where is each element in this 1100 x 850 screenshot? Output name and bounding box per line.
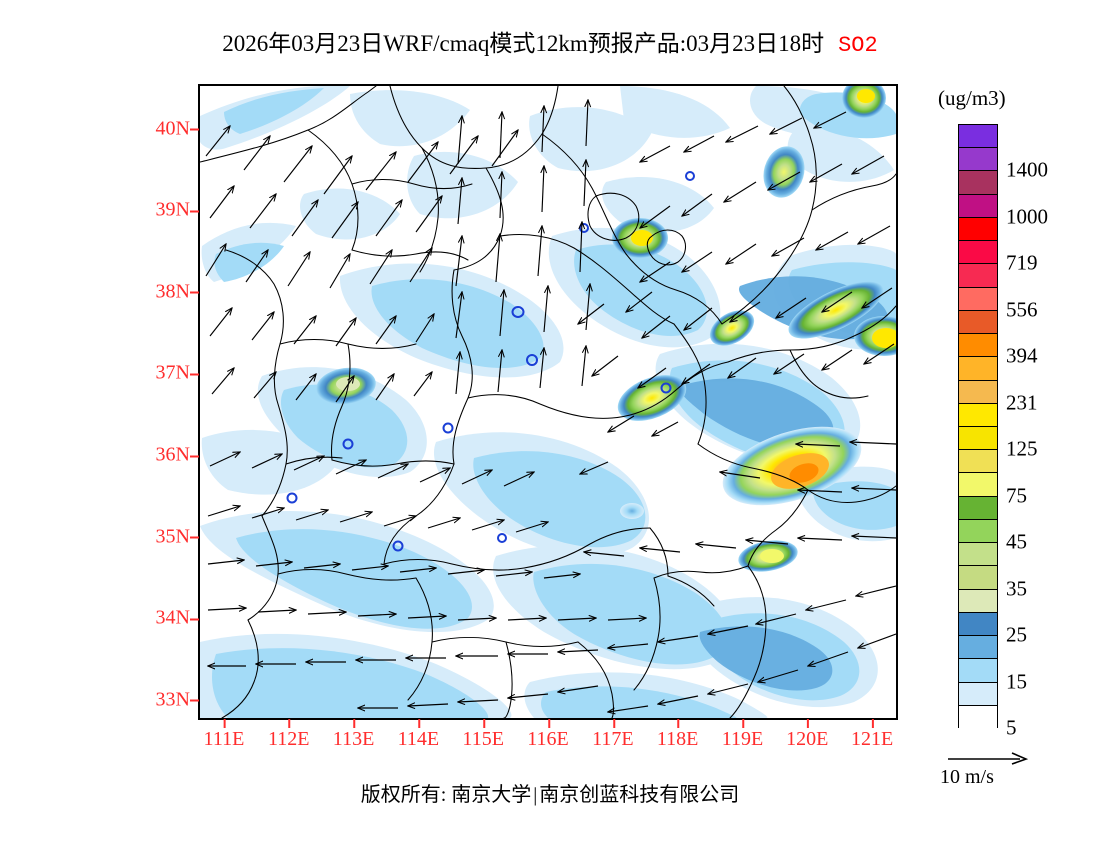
x-axis-tick <box>677 719 680 728</box>
colorbar-segment[interactable] <box>959 357 997 381</box>
y-axis-label: 34N <box>156 607 199 630</box>
copyright-footer: 版权所有: 南京大学 | 南京创蓝科技有限公司 <box>0 778 1100 807</box>
x-axis-label: 115E <box>462 719 504 751</box>
colorbar-tick-label: 15 <box>1006 669 1027 694</box>
x-axis-label: 111E <box>204 719 244 751</box>
colorbar-tick-label: 45 <box>1006 529 1027 554</box>
copyright-right: 南京创蓝科技有限公司 <box>539 784 740 806</box>
x-axis-tick <box>547 719 550 728</box>
colorbar-segment[interactable] <box>959 519 997 544</box>
x-axis-tick <box>483 719 486 728</box>
x-axis-label: 118E <box>657 719 698 751</box>
colorbar-segment[interactable] <box>959 217 997 242</box>
page-title: 2026年03月23日WRF/cmaq模式12km预报产品:03月23日18时 S… <box>0 24 1100 58</box>
wind-scale-label: 10 m/s <box>940 766 994 788</box>
colorbar-segment[interactable] <box>959 241 997 265</box>
colorbar-segment[interactable] <box>959 194 997 218</box>
colorbar-segment[interactable] <box>959 636 997 660</box>
y-axis-label: 33N <box>156 688 199 711</box>
colorbar-segment[interactable] <box>959 705 997 729</box>
x-axis-tick <box>288 719 291 728</box>
colorbar-segment[interactable] <box>959 682 997 706</box>
y-axis-labels: 40N 39N 38N 37N 36N 35N 34N 33N <box>140 84 199 720</box>
x-axis-label: 120E <box>786 719 828 751</box>
colorbar-segment[interactable] <box>959 125 997 149</box>
colorbar-segment[interactable] <box>959 450 997 474</box>
x-axis-tick <box>612 719 615 728</box>
colorbar-segment[interactable] <box>959 287 997 311</box>
colorbar-tick-label: 5 <box>1006 715 1017 740</box>
y-axis-tick <box>190 373 199 376</box>
y-axis-tick <box>190 618 199 621</box>
x-axis-tick <box>353 719 356 728</box>
colorbar-tick-label: 75 <box>1006 483 1027 508</box>
y-axis-label: 38N <box>156 280 199 303</box>
colorbar-segment[interactable] <box>959 659 997 683</box>
x-axis-tick <box>807 719 810 728</box>
x-axis-tick <box>742 719 745 728</box>
x-axis-label: 121E <box>851 719 893 751</box>
colorbar-tick-label: 1000 <box>1006 204 1048 229</box>
colorbar-segment[interactable] <box>959 264 997 288</box>
y-axis-tick <box>190 536 199 539</box>
x-axis-label: 113E <box>333 719 374 751</box>
colorbar-segment[interactable] <box>959 543 997 567</box>
y-axis-tick <box>190 128 199 131</box>
title-species: SO2 <box>838 33 878 58</box>
y-axis-label: 40N <box>156 117 199 140</box>
colorbar-segment[interactable] <box>959 496 997 520</box>
y-axis-label: 37N <box>156 362 199 385</box>
colorbar-segment[interactable] <box>959 566 997 590</box>
x-axis-label: 114E <box>398 719 439 751</box>
colorbar-tick-label: 35 <box>1006 576 1027 601</box>
lake-outlines <box>286 171 695 552</box>
y-axis-label: 36N <box>156 444 199 467</box>
y-axis-tick <box>190 210 199 213</box>
colorbar-segment[interactable] <box>959 310 997 335</box>
wind-scale-arrow-icon <box>948 752 1029 765</box>
wind-scale-legend: 10 m/s <box>940 748 1090 798</box>
x-axis-tick <box>872 719 875 728</box>
wind-vectors <box>205 100 896 712</box>
y-axis-tick <box>190 455 199 457</box>
colorbar-segment[interactable] <box>959 148 997 172</box>
x-axis-labels: 111E 112E 113E 114E 115E 116E 117E 118E 119E 120E… <box>198 719 898 756</box>
colorbar-segment[interactable] <box>959 589 997 613</box>
x-axis-label: 112E <box>268 719 309 751</box>
y-axis-label: 39N <box>156 199 199 222</box>
colorbar-segment[interactable] <box>959 427 997 451</box>
title-main: 2026年03月23日WRF/cmaq模式12km预报产品:03月23日18时 <box>222 31 825 56</box>
map-plot-area[interactable] <box>198 84 898 720</box>
y-axis-tick <box>190 699 199 702</box>
colorbar-unit-label: (ug/m3) <box>938 86 1006 110</box>
copyright-left: 版权所有: 南京大学 <box>360 784 532 806</box>
colorbar-tick-label: 231 <box>1006 390 1038 415</box>
colorbar-tick-label: 1400 <box>1006 157 1048 182</box>
x-axis-tick <box>223 719 226 728</box>
x-axis-label: 116E <box>527 719 569 751</box>
colorbar-tick-label: 125 <box>1006 436 1038 461</box>
hotspot-plumes <box>316 86 896 572</box>
y-axis-tick <box>190 291 199 294</box>
colorbar[interactable]: (ug/m3) 1400 1000 719 556 394 231 125 75 45 35 25 1… <box>936 86 1096 746</box>
map-canvas <box>200 86 896 718</box>
colorbar-segment[interactable] <box>959 171 997 195</box>
colorbar-tick-label: 25 <box>1006 622 1027 647</box>
colorbar-tick-label: 556 <box>1006 297 1038 322</box>
x-axis-label: 119E <box>722 719 763 751</box>
colorbar-segment[interactable] <box>959 334 997 358</box>
colorbar-tick-label: 719 <box>1006 250 1038 275</box>
colorbar-segment[interactable] <box>959 473 997 497</box>
copyright-separator: | <box>533 784 538 806</box>
colorbar-tick-label: 394 <box>1006 343 1038 368</box>
colorbar-segments[interactable] <box>958 124 998 729</box>
colorbar-segment[interactable] <box>959 403 997 427</box>
colorbar-segment[interactable] <box>959 612 997 637</box>
x-axis-tick <box>418 719 421 728</box>
colorbar-segment[interactable] <box>959 380 997 404</box>
y-axis-label: 35N <box>156 525 199 548</box>
x-axis-label: 117E <box>592 719 634 751</box>
